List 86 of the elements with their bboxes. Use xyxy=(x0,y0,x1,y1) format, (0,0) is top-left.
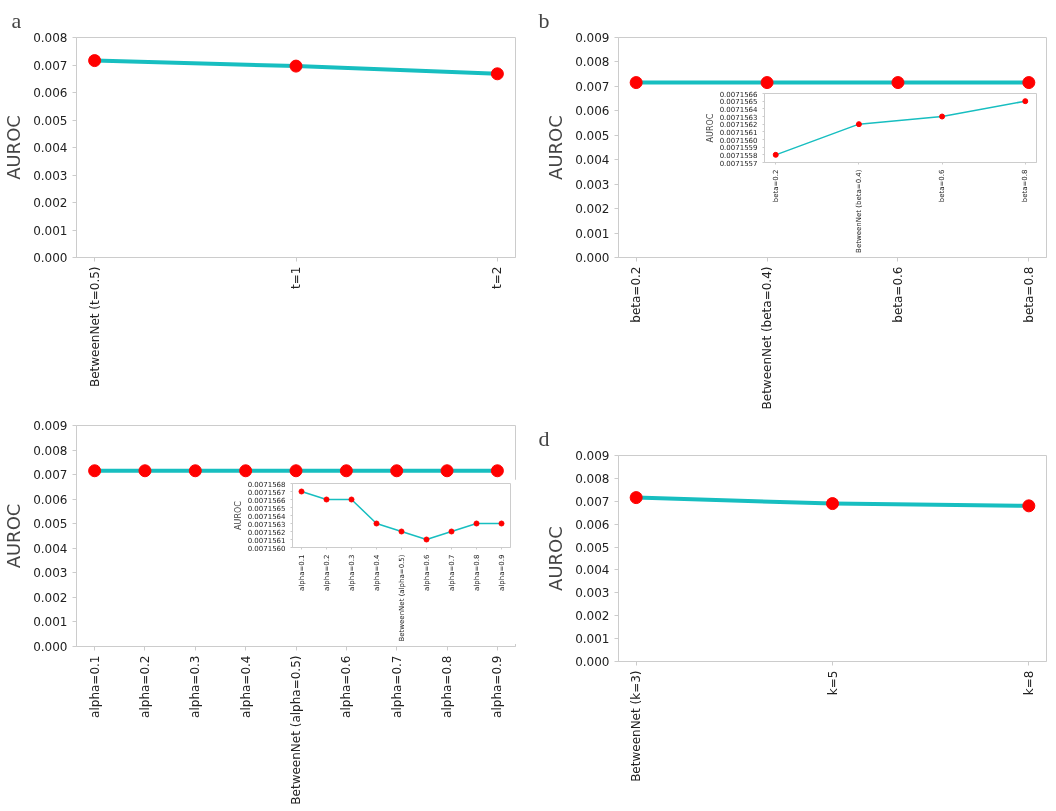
y-tick-label: 0.004 xyxy=(33,541,68,556)
y-tick-label: 0.003 xyxy=(575,177,610,192)
y-tick-label: 0.007 xyxy=(575,494,610,509)
x-tick-label: alpha=0.6 xyxy=(339,655,354,718)
point xyxy=(1022,499,1036,513)
y-tick-label: 0.004 xyxy=(575,563,610,578)
y-tick-label: 0.001 xyxy=(575,226,610,241)
x-tick-label: alpha=0.2 xyxy=(137,655,152,718)
y-tick-label: 0.005 xyxy=(575,540,610,555)
x-tick-label: k=5 xyxy=(825,670,840,696)
x-tick-label: BetweenNet (t=0.5) xyxy=(87,266,102,388)
point xyxy=(298,488,305,495)
y-tick-label: 0.003 xyxy=(33,566,68,581)
x-tick-label: alpha=0.4 xyxy=(238,655,253,718)
x-tick-label: alpha=0.9 xyxy=(490,655,505,718)
chart-title: d xyxy=(538,425,550,451)
y-tick-label: 0.002 xyxy=(33,590,68,605)
y-tick-label: 0.002 xyxy=(33,196,68,210)
y-tick-label: 0.006 xyxy=(33,86,68,100)
x-tick-label: alpha=0.7 xyxy=(389,655,404,718)
y-axis-title: AUROC xyxy=(705,113,715,143)
y-tick-label: 0.004 xyxy=(575,153,610,168)
point xyxy=(1022,98,1029,105)
x-tick-label: alpha=0.8 xyxy=(440,655,455,718)
x-tick-label: k=8 xyxy=(1021,670,1036,696)
point xyxy=(855,121,862,128)
y-tick-label: 0.009 xyxy=(33,419,68,433)
point xyxy=(826,497,839,511)
point xyxy=(423,536,430,543)
x-tick-label: BetweenNet (k=3) xyxy=(629,670,644,782)
y-tick-label: 0.008 xyxy=(575,471,610,486)
chart-title: a xyxy=(11,7,22,33)
y-axis-title: AUROC xyxy=(545,115,567,180)
x-tick-label: beta=0.8 xyxy=(1021,266,1036,323)
x-tick-label: BetweenNet (alpha=0.5) xyxy=(289,655,303,805)
y-tick-label: 0.005 xyxy=(33,113,68,128)
y-tick-label: 0.006 xyxy=(33,492,68,507)
point xyxy=(473,520,480,527)
y-tick-label: 0.002 xyxy=(575,609,610,624)
x-tick-label: t=2 xyxy=(490,266,505,289)
point xyxy=(498,520,505,527)
y-tick-label: 0.005 xyxy=(575,128,610,143)
y-tick-label: 0.002 xyxy=(575,202,610,217)
x-tick-label: t=1 xyxy=(289,266,303,289)
x-tick-label: beta=0.6 xyxy=(890,266,905,323)
y-axis-title: AUROC xyxy=(545,526,567,591)
x-tick-label: beta=0.2 xyxy=(629,266,644,323)
point xyxy=(939,113,946,120)
y-tick-label: 0.006 xyxy=(575,104,610,119)
point xyxy=(629,491,643,505)
y-tick-label: 0.001 xyxy=(575,632,610,647)
x-tick-label: BetweenNet (beta=0.4) xyxy=(760,266,775,410)
y-tick-label: 0.000 xyxy=(575,251,610,265)
point xyxy=(348,496,355,503)
point xyxy=(88,54,102,68)
x-tick-label: alpha=0.3 xyxy=(188,655,203,718)
chart-title: b xyxy=(538,7,550,33)
y-tick-label: 0.006 xyxy=(575,517,610,532)
y-axis-title: AUROC xyxy=(3,503,25,569)
y-tick-label: 0.001 xyxy=(33,615,68,630)
y-tick-label: 0.008 xyxy=(33,443,68,458)
y-tick-label: 0.000 xyxy=(575,655,610,669)
y-tick-label: 0.008 xyxy=(575,55,610,70)
y-axis-title: AUROC xyxy=(3,115,25,180)
point xyxy=(490,67,504,81)
y-tick-label: 0.000 xyxy=(33,640,68,654)
y-tick-label: 0.007 xyxy=(33,58,68,73)
x-tick-label: alpha=0.1 xyxy=(87,655,102,718)
y-tick-label: 0.009 xyxy=(575,31,610,45)
y-tick-label: 0.003 xyxy=(575,586,610,601)
y-axis-title: AUROC xyxy=(233,500,243,530)
point xyxy=(373,520,380,527)
y-tick-label: 0.000 xyxy=(33,251,68,265)
y-tick-label: 0.007 xyxy=(33,468,68,483)
point xyxy=(398,528,405,535)
y-tick-label: 0.001 xyxy=(33,223,68,238)
y-tick-label: 0.009 xyxy=(575,449,610,463)
y-tick-label: 0.008 xyxy=(33,31,68,45)
point xyxy=(289,59,303,73)
point xyxy=(448,528,455,535)
y-tick-label: 0.005 xyxy=(33,517,68,532)
point xyxy=(772,151,779,158)
y-tick-label: 0.004 xyxy=(33,141,68,155)
y-tick-label: 0.003 xyxy=(33,168,68,183)
y-tick-label: 0.007 xyxy=(575,79,610,94)
point xyxy=(323,496,330,503)
